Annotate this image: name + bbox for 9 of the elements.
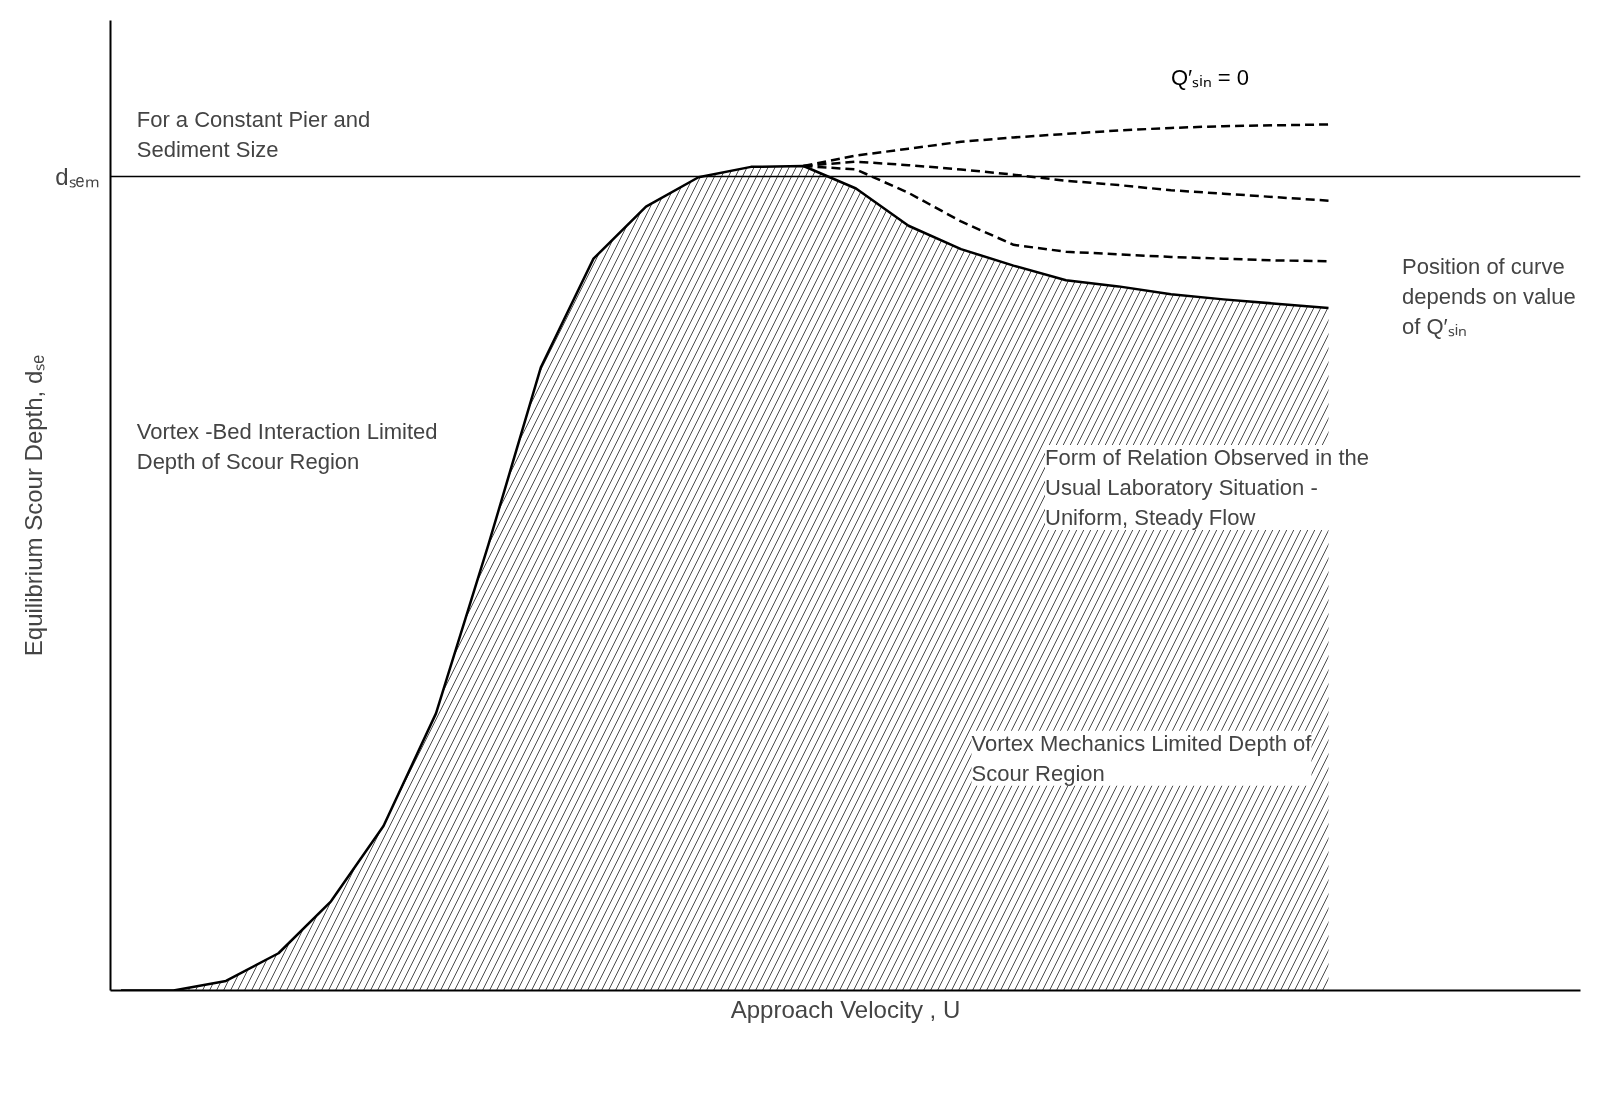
series-label: Q′ₛᵢₙ = 0 bbox=[1171, 64, 1250, 90]
y-axis-title: Equilibrium Scour Depth, dₛₑ bbox=[20, 354, 48, 657]
annotation: For a Constant Pier and Sediment Size bbox=[136, 107, 371, 163]
annotation: Vortex -Bed Interaction Limited Depth of Scour Region bbox=[136, 418, 438, 474]
x-axis-title: Approach Velocity , U bbox=[730, 995, 961, 1023]
annotation: Vortex Mechanics Limited Depth of Scour Region bbox=[971, 730, 1313, 786]
annotation: Form of Relation Observed in the Usual Laboratory Situation - Uniform, Steady Flow bbox=[1045, 444, 1370, 530]
ref-line-label: dₛₑₘ bbox=[55, 162, 100, 190]
annotation: Position of curve depends on value of Q′ₛᵢₙ bbox=[1402, 254, 1576, 340]
